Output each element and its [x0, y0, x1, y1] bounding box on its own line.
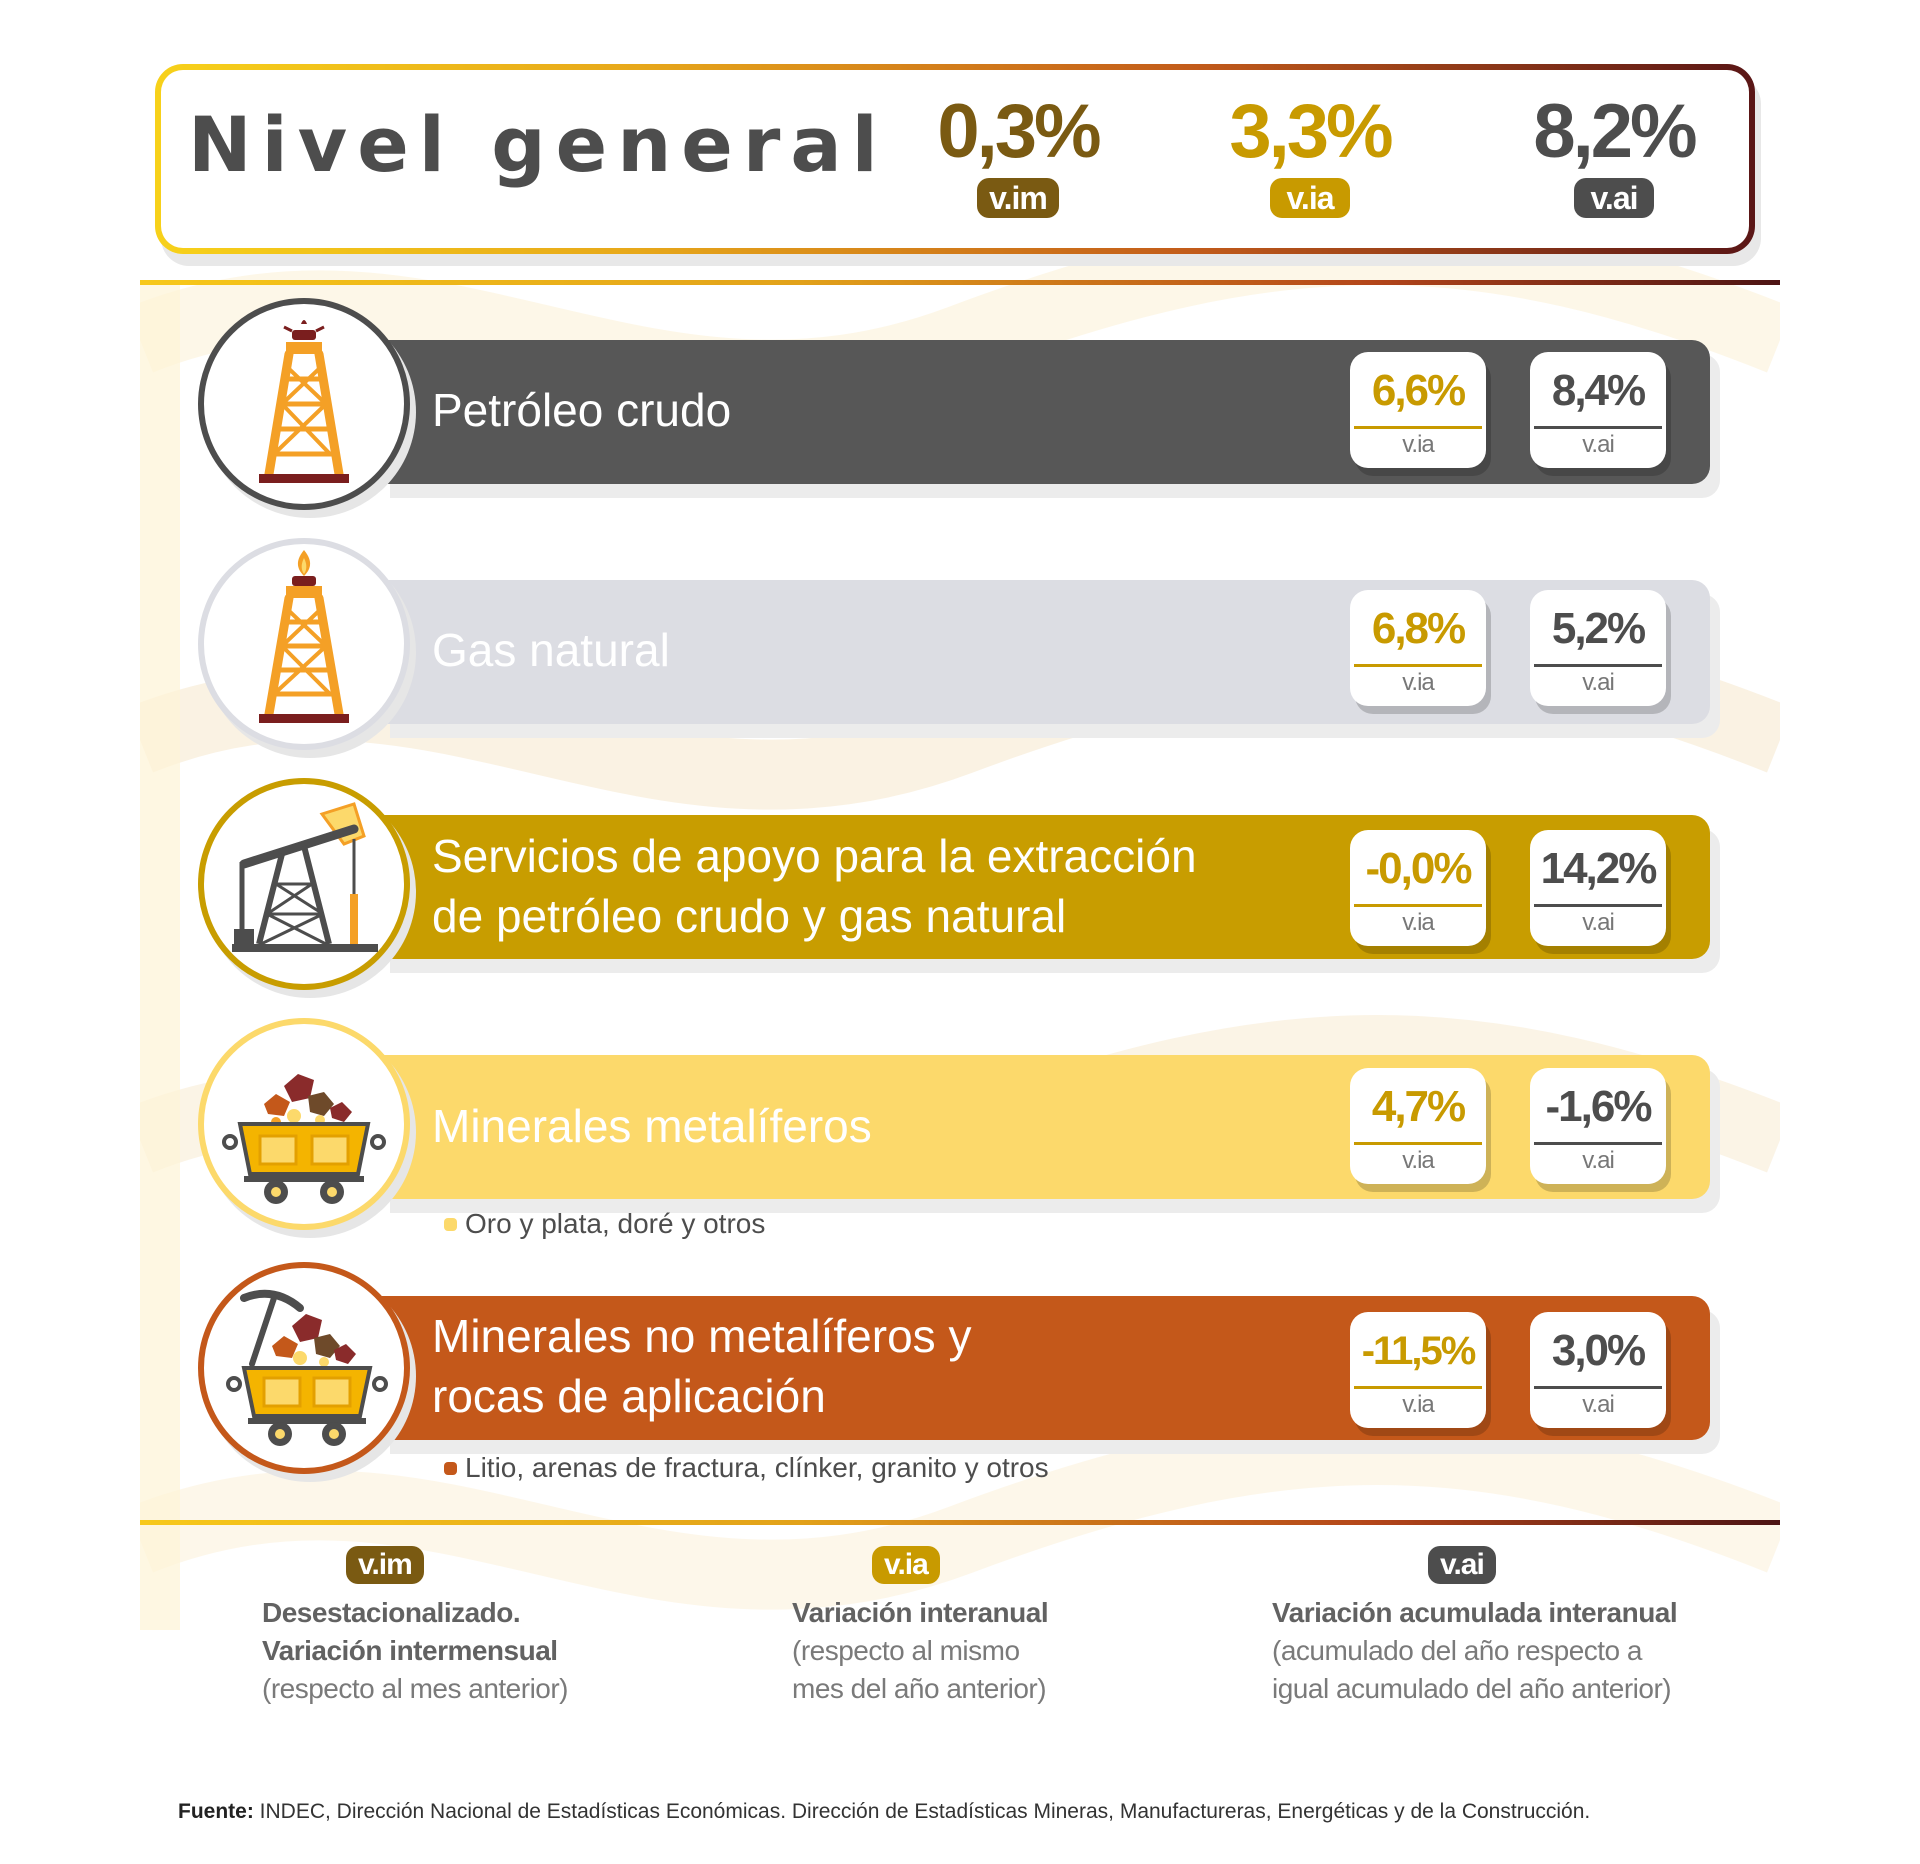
vai-value: 3,0%	[1551, 1326, 1646, 1375]
sector-bar-petroleo	[380, 340, 1710, 484]
badge-via-petroleo: 6,6% v.ia	[1350, 352, 1486, 468]
stat-vai-badge: v.ai	[1574, 178, 1654, 218]
badge-vai-gas: 5,2% v.ai	[1530, 590, 1666, 706]
legend-vim-badge: v.im	[346, 1546, 424, 1584]
legend-vai-line1: Variación acumulada interanual	[1272, 1597, 1678, 1628]
header-panel	[155, 64, 1755, 254]
bullet-icon	[444, 1218, 457, 1231]
page-title: Nivel general	[188, 100, 888, 189]
badge-divider	[1354, 1386, 1482, 1389]
stat-via-badge: v.ia	[1270, 178, 1350, 218]
stat-via: 3,3% v.ia	[1190, 88, 1430, 218]
badge-divider	[1534, 1142, 1662, 1145]
mine-cart-pickaxe-icon	[198, 1262, 410, 1474]
legend-via-sub1: (respecto al mismo	[792, 1635, 1020, 1666]
via-value: 6,6%	[1371, 366, 1466, 415]
sector-label-no-metaliferos: Minerales no metalíferos y rocas de apli…	[432, 1306, 971, 1426]
stat-via-value: 3,3%	[1229, 89, 1393, 174]
legend-vim-line2: Variación intermensual	[262, 1635, 558, 1666]
via-label: v.ia	[1402, 909, 1435, 936]
sector-label-servicios-line1: Servicios de apoyo para la extracción	[432, 830, 1197, 882]
legend-via-line1: Variación interanual	[792, 1597, 1049, 1628]
legend-via-badge: v.ia	[872, 1546, 940, 1584]
badge-via-gas: 6,8% v.ia	[1350, 590, 1486, 706]
sector-label-no-metaliferos-line2: rocas de aplicación	[432, 1370, 826, 1422]
vai-value: -1,6%	[1545, 1082, 1653, 1131]
vai-label: v.ai	[1582, 669, 1615, 696]
legend-vai-sub2: igual acumulado del año anterior)	[1272, 1673, 1672, 1704]
badge-divider	[1354, 1142, 1482, 1145]
bullet-icon	[444, 1462, 457, 1475]
top-divider	[140, 280, 1780, 285]
sector-bar-gas	[380, 580, 1710, 724]
badge-divider	[1534, 426, 1662, 429]
stat-vim-badge: v.im	[977, 178, 1059, 218]
badge-divider	[1534, 664, 1662, 667]
sector-bar-no-metaliferos	[380, 1296, 1710, 1440]
via-label: v.ia	[1402, 431, 1435, 458]
sector-label-servicios-line2: de petróleo crudo y gas natural	[432, 890, 1067, 942]
stat-vai: 8,2% v.ai	[1494, 88, 1734, 218]
sector-label-servicios: Servicios de apoyo para la extracción de…	[432, 826, 1197, 946]
vai-label: v.ai	[1582, 431, 1615, 458]
vai-label: v.ai	[1582, 909, 1615, 936]
badge-vai-no-metaliferos: 3,0% v.ai	[1530, 1312, 1666, 1428]
via-label: v.ia	[1402, 669, 1435, 696]
bottom-divider	[140, 1520, 1780, 1525]
via-value: -0,0%	[1365, 844, 1473, 893]
via-value: -11,5%	[1361, 1329, 1477, 1373]
badge-divider	[1354, 426, 1482, 429]
sector-label-metaliferos: Minerales metalíferos	[432, 1100, 872, 1152]
note-text: Litio, arenas de fractura, clínker, gran…	[465, 1452, 1049, 1483]
sector-label-petroleo: Petróleo crudo	[432, 384, 732, 436]
sector-note-no-metaliferos: Litio, arenas de fractura, clínker, gran…	[444, 1452, 1049, 1484]
badge-via-metaliferos: 4,7% v.ia	[1350, 1068, 1486, 1184]
pumpjack-icon	[198, 778, 410, 990]
stat-vim-value: 0,3%	[937, 89, 1101, 174]
sector-label-no-metaliferos-line1: Minerales no metalíferos y	[432, 1310, 972, 1362]
stat-vai-value: 8,2%	[1533, 89, 1697, 174]
badge-divider	[1354, 904, 1482, 907]
badge-via-servicios: -0,0% v.ia	[1350, 830, 1486, 946]
source-note: Fuente: INDEC, Dirección Nacional de Est…	[178, 1800, 1590, 1824]
sector-label-gas: Gas natural	[432, 624, 670, 676]
via-value: 4,7%	[1371, 1082, 1466, 1131]
legend-vai-badge: v.ai	[1428, 1546, 1496, 1584]
legend-vim-sub1: (respecto al mes anterior)	[262, 1673, 569, 1704]
source-text: INDEC, Dirección Nacional de Estadística…	[253, 1800, 1591, 1823]
vai-label: v.ai	[1582, 1147, 1615, 1174]
via-label: v.ia	[1402, 1147, 1435, 1174]
badge-vai-metaliferos: -1,6% v.ai	[1530, 1068, 1666, 1184]
badge-vai-servicios: 14,2% v.ai	[1530, 830, 1666, 946]
via-label: v.ia	[1402, 1391, 1435, 1418]
legend-vim-text: Desestacionalizado. Variación intermensu…	[262, 1594, 569, 1708]
legend-via-sub2: mes del año anterior)	[792, 1673, 1047, 1704]
oil-derrick-icon	[198, 298, 410, 510]
vai-value: 14,2%	[1540, 844, 1658, 893]
badge-via-no-metaliferos: -11,5% v.ia	[1350, 1312, 1486, 1428]
badge-vai-petroleo: 8,4% v.ai	[1530, 352, 1666, 468]
sector-note-metaliferos: Oro y plata, doré y otros	[444, 1208, 765, 1240]
via-value: 6,8%	[1371, 604, 1466, 653]
legend-via-text: Variación interanual (respecto al mismo …	[792, 1594, 1049, 1708]
vai-value: 5,2%	[1551, 604, 1646, 653]
badge-divider	[1354, 664, 1482, 667]
vai-label: v.ai	[1582, 1391, 1615, 1418]
stat-vim: 0,3% v.im	[898, 88, 1138, 218]
source-prefix: Fuente:	[178, 1800, 254, 1823]
vai-value: 8,4%	[1551, 366, 1646, 415]
sector-bar-servicios	[380, 815, 1710, 959]
legend-vim-line1: Desestacionalizado.	[262, 1597, 521, 1628]
legend-vai-sub1: (acumulado del año respecto a	[1272, 1635, 1642, 1666]
legend-vai-text: Variación acumulada interanual (acumulad…	[1272, 1594, 1678, 1708]
gas-derrick-icon	[198, 538, 410, 750]
badge-divider	[1534, 1386, 1662, 1389]
sector-bar-metaliferos	[380, 1055, 1710, 1199]
note-text: Oro y plata, doré y otros	[465, 1208, 766, 1239]
mine-cart-icon	[198, 1018, 410, 1230]
badge-divider	[1534, 904, 1662, 907]
